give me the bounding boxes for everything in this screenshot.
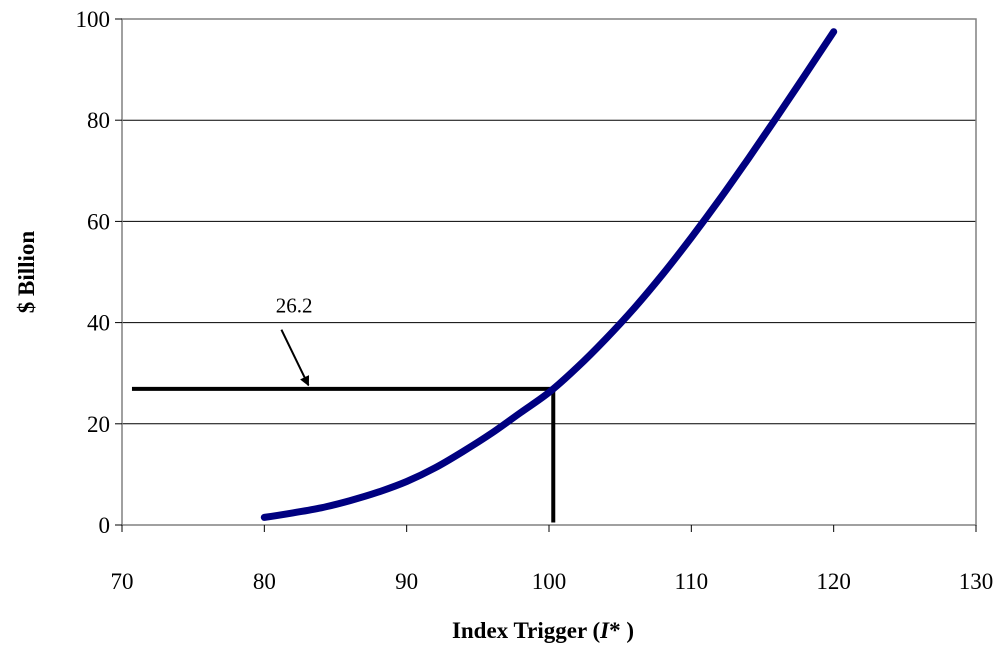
x-tick-label-110: 110 <box>675 569 709 594</box>
annotation: 26.2 <box>276 293 313 387</box>
y-axis-title: $ Billion <box>14 231 39 314</box>
x-tick-label-70: 70 <box>111 569 134 594</box>
series-line-0 <box>260 28 838 521</box>
x-axis-ticks: 70 80 90 100 110 120 130 <box>111 525 994 594</box>
x-tick-label-100: 100 <box>532 569 567 594</box>
x-axis-title-italic: I <box>599 618 610 643</box>
y-tick-label-80: 80 <box>87 108 110 133</box>
gridlines <box>122 18 976 526</box>
y-tick-label-40: 40 <box>87 311 110 336</box>
x-tick-label-90: 90 <box>395 569 418 594</box>
y-axis-ticks: 0 20 40 60 80 100 <box>76 7 122 538</box>
plot-frame <box>121 18 977 526</box>
annotation-label: 26.2 <box>276 293 313 317</box>
x-axis-title-main: Index Trigger ( <box>452 618 600 643</box>
x-tick-label-80: 80 <box>253 569 276 594</box>
x-axis-title-end: * ) <box>609 618 634 643</box>
y-tick-label-0: 0 <box>99 513 111 538</box>
y-tick-label-60: 60 <box>87 209 110 234</box>
series-layer <box>260 28 838 521</box>
x-axis-title: Index Trigger (I* ) <box>452 618 634 643</box>
x-tick-label-120: 120 <box>816 569 851 594</box>
x-tick-label-130: 130 <box>959 569 994 594</box>
reference-lines <box>131 386 556 523</box>
annotation-arrow <box>280 329 310 387</box>
y-tick-label-100: 100 <box>76 7 111 32</box>
y-tick-label-20: 20 <box>87 412 110 437</box>
